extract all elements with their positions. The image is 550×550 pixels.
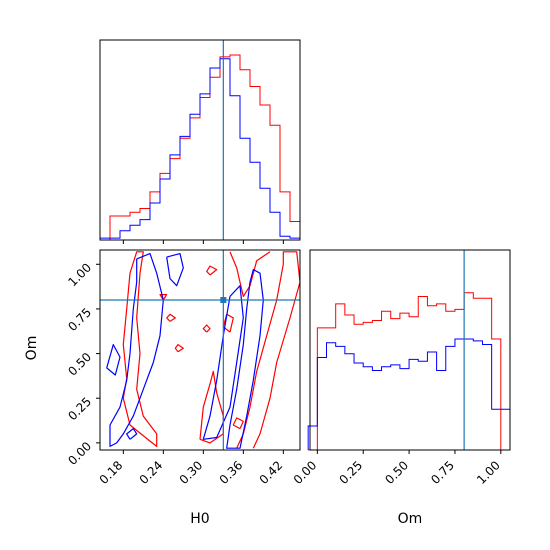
panel-frame	[99, 39, 301, 241]
y-tick-label: 0.75	[65, 305, 94, 334]
contour-line-11	[226, 269, 264, 449]
histogram-series-1	[307, 338, 511, 450]
x-axis-label-om: Om	[398, 511, 423, 527]
h0-marginal-panel	[99, 39, 301, 244]
x-axis-label-h0: H0	[190, 511, 209, 527]
contour-line-6	[159, 294, 168, 301]
contour-line-14	[166, 253, 184, 287]
h0-om-joint-panel: 0.18 0.24 0.30 0.36 0.42 0.00 0.25 0.50 0.75 1.00	[65, 249, 301, 487]
x-tick-label: 0.25	[337, 458, 366, 487]
truth-point-marker	[220, 297, 227, 303]
contour-line-8	[174, 344, 184, 353]
contour-line-3	[229, 251, 271, 297]
x-tick-label: 0.00	[291, 458, 320, 487]
om-marginal-panel: 0.00 0.25 0.50 0.75 1.00	[291, 249, 511, 487]
y-tick-label: 0.00	[65, 439, 94, 468]
histogram-series-1	[99, 58, 301, 240]
contour-line-4	[206, 265, 218, 276]
x-tick-label: 0.75	[428, 458, 457, 487]
x-tick-label: 1.00	[474, 458, 503, 487]
x-tick-label: 0.18	[97, 458, 126, 487]
histogram-series-0	[100, 54, 301, 241]
panel-frame	[99, 249, 301, 451]
y-tick-label: 1.00	[65, 261, 94, 290]
contour-line-9	[202, 324, 211, 333]
contour-line-7	[166, 313, 176, 322]
panel-frame	[309, 249, 511, 451]
contour-line-12	[202, 285, 244, 440]
y-tick-label: 0.25	[65, 394, 94, 423]
contour-line-10	[232, 417, 244, 430]
contour-line-16	[126, 428, 138, 440]
contour-group	[106, 251, 300, 449]
histogram-series-0	[308, 292, 510, 451]
contour-line-15	[106, 344, 121, 376]
x-tick-label: 0.36	[217, 458, 246, 487]
y-axis-label-om: Om	[24, 336, 40, 361]
contour-line-0	[122, 251, 158, 447]
x-tick-label: 0.24	[137, 458, 166, 487]
y-tick-label: 0.50	[65, 350, 94, 379]
x-tick-label: 0.42	[257, 458, 286, 487]
contour-line-13	[109, 253, 164, 447]
contour-line-1	[236, 251, 300, 449]
x-tick-label: 0.50	[382, 458, 411, 487]
x-tick-label: 0.30	[177, 458, 206, 487]
contour-line-2	[199, 370, 224, 444]
